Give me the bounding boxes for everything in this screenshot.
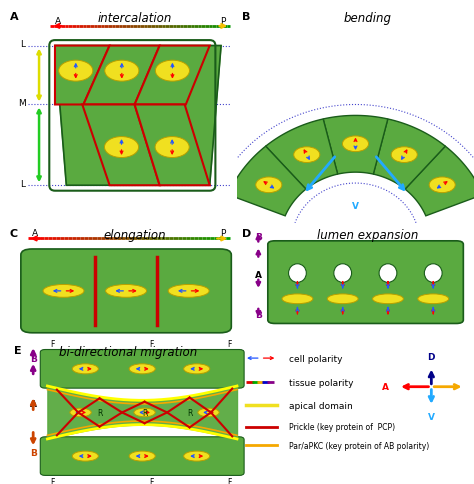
Text: apical domain: apical domain [289,401,353,410]
Ellipse shape [129,364,155,374]
Polygon shape [323,116,388,175]
Text: R: R [187,408,192,417]
Ellipse shape [256,178,282,193]
Text: B: B [30,354,36,363]
Text: Par/aPKC (key protein of AB polarity): Par/aPKC (key protein of AB polarity) [289,441,429,450]
Text: F: F [50,477,55,484]
Polygon shape [83,46,160,106]
Ellipse shape [289,264,306,283]
Ellipse shape [155,61,190,82]
Polygon shape [55,46,221,186]
Text: V: V [352,201,359,210]
Ellipse shape [429,178,455,193]
Text: E: E [14,346,22,355]
Text: Prickle (key protein of  PCP): Prickle (key protein of PCP) [289,423,395,431]
Text: lumen expansion: lumen expansion [317,228,418,242]
Text: A: A [32,228,38,237]
Ellipse shape [59,61,93,82]
Ellipse shape [294,148,320,163]
Ellipse shape [134,408,155,417]
FancyBboxPatch shape [268,242,463,324]
Ellipse shape [104,137,138,158]
Ellipse shape [105,61,139,82]
Ellipse shape [73,364,99,374]
Text: cell polarity: cell polarity [289,354,343,363]
Ellipse shape [424,264,442,283]
Text: elongation: elongation [103,228,166,242]
Ellipse shape [282,294,313,304]
Ellipse shape [184,451,210,461]
Ellipse shape [70,408,91,417]
Text: P: P [220,17,226,26]
Text: bi-directional migration: bi-directional migration [59,346,197,359]
Text: A: A [9,12,18,22]
Text: B: B [242,12,250,22]
Text: A: A [30,400,36,408]
Polygon shape [135,106,210,186]
Text: tissue polarity: tissue polarity [289,378,354,387]
Ellipse shape [342,136,369,152]
Text: R: R [97,408,102,417]
Ellipse shape [184,364,210,374]
Text: A: A [255,271,262,279]
Text: M: M [18,99,26,107]
Ellipse shape [43,285,84,298]
Text: F: F [228,477,232,484]
Ellipse shape [129,451,155,461]
Ellipse shape [334,264,352,283]
Polygon shape [135,46,210,106]
Text: F: F [228,339,232,348]
Text: D: D [428,352,435,361]
Polygon shape [405,147,474,216]
Text: B: B [255,310,262,319]
Text: V: V [428,412,435,422]
FancyBboxPatch shape [40,437,244,475]
Text: L: L [20,40,26,49]
Text: bending: bending [343,12,392,25]
Ellipse shape [327,294,358,304]
Ellipse shape [418,294,448,304]
Text: F: F [149,339,154,348]
Polygon shape [266,120,337,190]
Polygon shape [55,46,221,186]
Polygon shape [82,106,160,186]
Polygon shape [228,147,306,216]
Ellipse shape [155,137,189,158]
Polygon shape [55,46,109,106]
Text: intercalation: intercalation [98,12,172,25]
FancyBboxPatch shape [40,350,244,388]
Polygon shape [374,120,445,190]
Text: B: B [30,448,36,457]
Ellipse shape [106,285,146,298]
Text: D: D [242,228,251,239]
FancyBboxPatch shape [21,249,231,333]
Text: C: C [9,228,18,239]
Ellipse shape [391,148,417,163]
Ellipse shape [379,264,397,283]
Text: L: L [20,179,26,188]
Text: A: A [382,382,389,392]
Text: F: F [149,477,154,484]
Ellipse shape [373,294,403,304]
Text: R: R [142,408,147,417]
Ellipse shape [198,408,219,417]
Ellipse shape [168,285,209,298]
Text: B: B [255,232,262,241]
Text: P: P [220,228,226,237]
Ellipse shape [73,451,99,461]
Text: F: F [50,339,55,348]
Text: A: A [55,17,61,26]
